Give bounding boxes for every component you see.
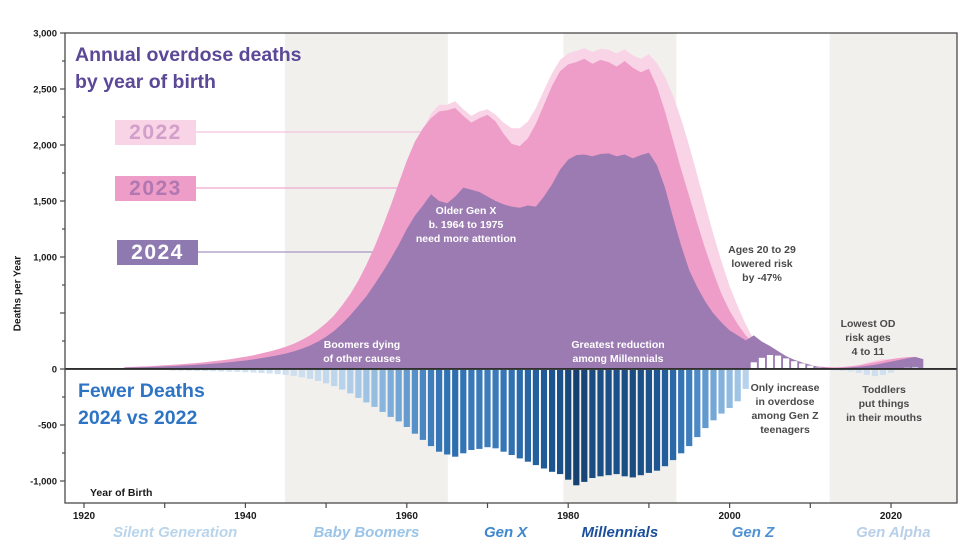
generation-label-millennials: Millennials [581, 524, 659, 541]
generation-label-gen-alpha: Gen Alpha [856, 524, 931, 541]
annotation-line: Older Gen X [435, 205, 497, 217]
diff-bars [169, 355, 927, 486]
annotation-older-genx: Older Gen X b. 1964 to 1975 need more at… [396, 205, 536, 247]
bottom-chart-title: Fewer Deaths 2024 vs 2022 [78, 378, 205, 432]
annotation-boomers-dying: Boomers dying of other causes [292, 339, 432, 367]
svg-text:1,000: 1,000 [33, 252, 57, 263]
annotation-line: 4 to 11 [851, 345, 885, 358]
generation-label-gen-z: Gen Z [731, 524, 775, 541]
svg-text:-1,000: -1,000 [30, 476, 57, 487]
annotation-line: risk ages [845, 331, 891, 344]
annotation-line: Toddlers [862, 384, 906, 396]
y-axis-title: Deaths per Year [12, 255, 24, 332]
annotation-line: put things [858, 397, 910, 410]
annotation-line: Only increase [750, 382, 820, 394]
svg-text:-500: -500 [38, 420, 57, 431]
svg-text:2,000: 2,000 [33, 140, 57, 151]
annotation-line: in overdose [755, 395, 815, 408]
annotation-line: teenagers [760, 423, 810, 436]
generation-label-silent-generation: Silent Generation [113, 524, 238, 541]
zero-line [65, 368, 957, 370]
annotation-line: by -47% [742, 271, 782, 284]
legend-chip-2022: 2022 [115, 120, 196, 145]
svg-text:2020: 2020 [880, 511, 903, 522]
annotation-line: Greatest reduction [571, 339, 665, 351]
svg-text:2,500: 2,500 [33, 84, 57, 95]
annotation-line: Lowest OD [840, 318, 896, 330]
chart-title-line1: Annual overdose deaths [75, 44, 302, 66]
generation-label-baby-boomers: Baby Boomers [313, 524, 420, 541]
svg-text:1920: 1920 [73, 511, 96, 522]
svg-text:1980: 1980 [557, 511, 580, 522]
annotation-line: of other causes [323, 352, 401, 365]
annotation-line: among Millennials [572, 352, 664, 365]
annotation-line: lowered risk [731, 257, 793, 270]
bottom-chart-title-line2: 2024 vs 2022 [78, 406, 198, 429]
annotation-line: b. 1964 to 1975 [428, 218, 504, 231]
legend-chip-2024: 2024 [117, 240, 198, 265]
legend-label-2024: 2024 [131, 240, 184, 264]
annotation-line: among Gen Z [751, 409, 819, 422]
svg-text:1960: 1960 [396, 511, 419, 522]
annotation-ages-20-29: Ages 20 to 29 lowered risk by -47% [702, 244, 822, 286]
x-axis-title: Year of Birth [90, 487, 153, 499]
x-axis-ticks: 1920 1940 1960 1980 2000 2020 [73, 503, 903, 522]
annotation-toddlers: Toddlers put things in their mouths [824, 384, 944, 426]
chart-title: Annual overdose deaths by year of birth [75, 42, 301, 96]
svg-text:3,000: 3,000 [33, 28, 57, 39]
chart-title-line2: by year of birth [75, 70, 216, 93]
y-axis-ticks: 3,000 2,500 2,000 1,500 1,000 0 -500 -1,000 [30, 28, 65, 487]
area-2024 [124, 152, 924, 369]
annotation-lowest-od: Lowest OD risk ages 4 to 11 [818, 318, 918, 360]
annotation-line: need more attention [415, 232, 517, 245]
area-series [124, 48, 924, 370]
legend-label-2022: 2022 [129, 120, 182, 144]
legend-label-2023: 2023 [129, 176, 182, 200]
plot-border [64, 32, 958, 504]
svg-text:1940: 1940 [234, 511, 257, 522]
generation-label-gen-x: Gen X [483, 524, 528, 541]
annotation-greatest-reduction: Greatest reduction among Millennials [543, 339, 693, 367]
bottom-chart-title-line1: Fewer Deaths [78, 380, 205, 402]
svg-text:1,500: 1,500 [33, 196, 57, 207]
legend-chip-2023: 2023 [115, 176, 196, 201]
annotation-line: in their mouths [846, 411, 922, 424]
annotation-genz-increase: Only increase in overdose among Gen Z te… [725, 382, 845, 438]
svg-text:2000: 2000 [718, 511, 741, 522]
annotation-line: Boomers dying [323, 339, 401, 351]
svg-text:0: 0 [52, 364, 57, 375]
annotation-line: Ages 20 to 29 [728, 244, 796, 256]
